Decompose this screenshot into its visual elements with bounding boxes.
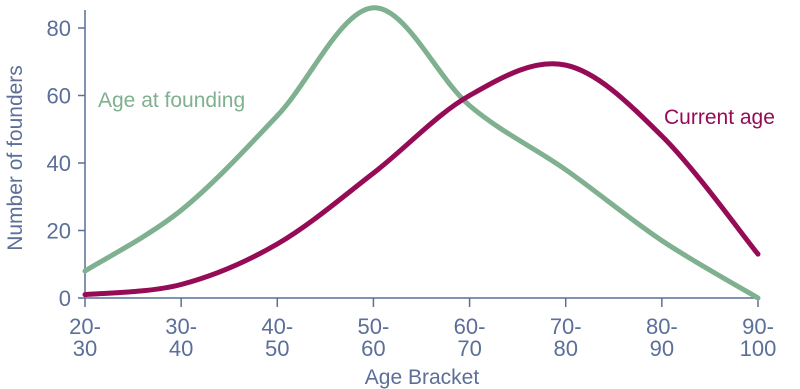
y-axis-title: Number of founders xyxy=(4,65,27,251)
y-ticks: 0 20 40 60 80 xyxy=(47,16,85,311)
x-tick-label: 20-30 xyxy=(69,314,101,361)
x-tick-label: 60-70 xyxy=(454,314,486,361)
series-line-current-age xyxy=(82,61,761,298)
series-label-age-at-founding: Age at founding xyxy=(98,89,245,112)
x-tick-label: 30-40 xyxy=(165,314,197,361)
y-tick-label: 40 xyxy=(47,151,71,176)
y-tick-label: 0 xyxy=(59,286,71,311)
x-tick-label: 40-50 xyxy=(261,314,293,361)
x-tick-label: 50-60 xyxy=(358,314,390,361)
x-tick-label: 80-90 xyxy=(646,314,678,361)
series-line-age-at-founding xyxy=(82,5,761,301)
series-lines xyxy=(82,5,761,301)
x-tick-label: 90-100 xyxy=(740,314,777,361)
x-ticks: 20-30 30-40 40-50 50-60 60-70 70-80 80-90 90-10… xyxy=(69,298,776,361)
x-tick-label: 70-80 xyxy=(550,314,582,361)
series-label-current-age: Current age xyxy=(664,106,775,129)
x-axis-title: Age Bracket xyxy=(365,366,480,389)
axes xyxy=(84,10,758,299)
y-tick-label: 80 xyxy=(47,16,71,41)
y-tick-label: 60 xyxy=(47,84,71,109)
y-tick-label: 20 xyxy=(47,219,71,244)
